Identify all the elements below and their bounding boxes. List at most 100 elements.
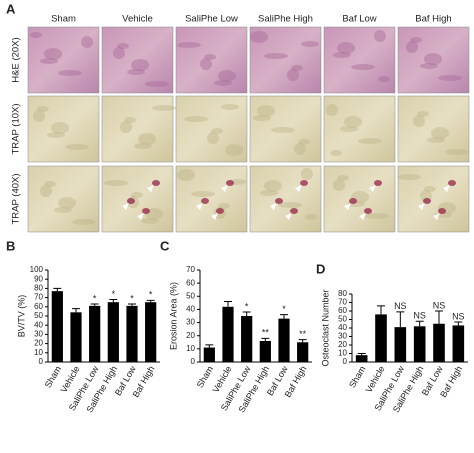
y-tick-label: 40 — [186, 305, 195, 314]
error-bar — [109, 298, 118, 303]
tissue — [141, 218, 159, 224]
error-bar — [242, 311, 251, 316]
tissue — [65, 144, 89, 150]
tissue — [218, 203, 230, 209]
bar — [107, 302, 119, 362]
tissue — [44, 48, 62, 60]
annotation: NS — [413, 311, 426, 321]
annotation: NS — [452, 311, 465, 321]
tissue — [58, 197, 76, 209]
micrograph — [397, 95, 470, 163]
osteoclast — [364, 208, 372, 214]
tissue — [351, 64, 375, 70]
micrograph — [323, 95, 396, 163]
osteoclast — [438, 208, 446, 214]
osteoclast — [349, 198, 357, 204]
column-header: Sham — [51, 14, 76, 25]
tissue — [104, 180, 128, 186]
annotation: * — [149, 290, 153, 300]
micrograph — [101, 26, 174, 94]
tissue — [424, 186, 436, 192]
tissue — [257, 105, 275, 117]
micrograph — [397, 165, 470, 233]
annotation: ** — [299, 329, 307, 339]
y-tick-label: 0 — [39, 357, 44, 366]
tissue — [44, 181, 56, 187]
tissue — [264, 53, 288, 59]
tissue — [378, 76, 390, 82]
tissue — [58, 70, 82, 76]
micrograph — [27, 26, 100, 94]
tissue — [134, 143, 152, 149]
bar — [259, 340, 271, 362]
tissue — [337, 42, 355, 54]
tissue — [120, 121, 132, 133]
error-bar — [415, 320, 424, 327]
tissue — [431, 127, 449, 139]
annotation: * — [282, 304, 286, 314]
bar — [297, 342, 309, 362]
tissue — [326, 104, 338, 116]
tissue — [214, 80, 232, 86]
tissue — [131, 192, 143, 198]
y-tick-label: 40 — [338, 323, 347, 332]
micrograph — [249, 26, 322, 94]
panel-label: C — [160, 238, 170, 253]
tissue — [294, 143, 306, 155]
bar — [394, 327, 407, 362]
tissue — [30, 32, 42, 38]
tissue — [33, 110, 45, 122]
tissue — [72, 219, 96, 225]
y-tick-label: 50 — [186, 291, 195, 300]
osteoclast — [142, 208, 150, 214]
osteoclast — [152, 180, 160, 186]
tissue — [204, 54, 216, 60]
y-tick-label: 0 — [343, 357, 348, 366]
arrowhead — [137, 213, 144, 220]
tissue — [397, 174, 421, 180]
error-bar — [377, 305, 385, 315]
tissue — [424, 53, 442, 65]
y-tick-label: 60 — [34, 302, 43, 311]
tissue — [124, 117, 136, 123]
tissue — [417, 111, 429, 117]
tissue — [278, 202, 302, 208]
bar — [413, 326, 426, 362]
tissue — [333, 179, 345, 191]
arrowhead — [221, 185, 228, 192]
osteoclast — [374, 180, 382, 186]
y-tick-label: 70 — [34, 293, 43, 302]
tissue — [333, 52, 351, 58]
tissue — [337, 175, 349, 181]
y-tick-label: 30 — [338, 332, 347, 341]
y-axis-label: Osteoclast Number — [320, 289, 330, 366]
arrowhead — [285, 213, 292, 220]
bar — [355, 355, 368, 362]
micrograph — [175, 26, 248, 94]
y-tick-label: 90 — [34, 274, 43, 283]
tissue — [410, 37, 422, 43]
tissue — [374, 30, 386, 42]
y-tick-label: 0 — [191, 357, 196, 366]
y-tick-label: 10 — [34, 348, 43, 357]
y-tick-label: 20 — [338, 340, 347, 349]
y-tick-label: 100 — [30, 265, 44, 274]
tissue — [301, 168, 313, 180]
micrograph — [175, 165, 248, 233]
tissue — [40, 58, 58, 64]
y-tick-label: 80 — [34, 284, 43, 293]
panel-label: B — [6, 238, 15, 253]
micrograph — [101, 95, 174, 163]
arrowhead — [147, 185, 154, 192]
osteoclast — [290, 208, 298, 214]
micrograph — [249, 95, 322, 163]
y-axis-label: BV/TV (%) — [16, 295, 26, 338]
arrowhead — [418, 203, 425, 210]
arrowhead — [122, 203, 129, 210]
error-bar — [90, 303, 99, 306]
micrograph — [27, 165, 100, 233]
bar — [278, 318, 290, 362]
tissue — [51, 122, 69, 134]
tissue — [184, 116, 208, 122]
